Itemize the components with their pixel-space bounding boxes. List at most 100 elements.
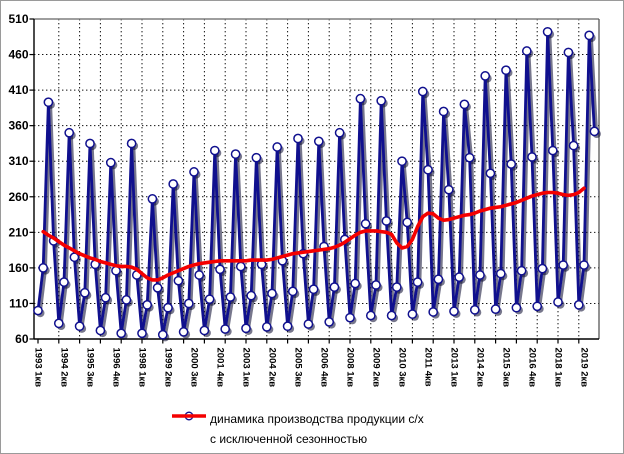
data-point-marker — [261, 322, 272, 332]
data-point-marker — [381, 216, 392, 226]
data-point-marker — [563, 47, 574, 58]
x-tick-label: 2004 2кв — [267, 348, 278, 388]
data-point-marker — [142, 300, 153, 310]
data-point-marker — [584, 30, 595, 41]
data-point-marker — [376, 95, 387, 106]
data-point-marker — [438, 106, 449, 117]
data-point-marker — [433, 274, 444, 285]
data-point-marker — [230, 149, 241, 159]
data-point-marker — [59, 277, 69, 287]
data-point-marker — [532, 301, 543, 312]
data-point-marker — [189, 167, 199, 177]
data-point-marker — [558, 260, 569, 270]
data-point-marker — [105, 157, 116, 168]
data-point-marker — [329, 282, 340, 292]
x-tick-label: 1998 1кв — [137, 348, 148, 388]
data-point-marker — [308, 284, 319, 295]
x-tick-label: 2010 3кв — [397, 348, 408, 388]
data-point-marker — [397, 156, 407, 167]
x-tick-label: 1999 2кв — [163, 348, 174, 388]
data-point-marker — [95, 325, 106, 336]
data-point-marker — [100, 292, 111, 303]
data-point-marker — [417, 86, 428, 97]
data-point-marker — [183, 298, 194, 309]
data-point-marker — [501, 65, 511, 76]
data-point-marker — [53, 318, 64, 329]
data-point-marker — [163, 302, 173, 313]
data-point-marker — [412, 277, 423, 287]
data-point-marker — [235, 261, 246, 272]
data-point-marker — [469, 304, 480, 315]
data-point-marker — [527, 152, 537, 162]
data-point-marker — [199, 325, 210, 336]
x-tick-label: 2000 3кв — [189, 348, 200, 388]
x-tick-label: 2016 4кв — [527, 348, 538, 388]
x-tick-label: 1994 2кв — [59, 348, 70, 388]
data-point-marker — [423, 164, 433, 175]
data-point-marker — [121, 295, 132, 305]
data-point-marker — [282, 321, 293, 332]
data-point-marker — [371, 280, 381, 290]
y-tick-label: 510 — [8, 12, 28, 26]
legend-seasonally-adjusted-label: с исключенной сезонностью — [210, 432, 368, 446]
x-tick-label: 2003 1кв — [241, 348, 252, 388]
data-point-marker — [480, 71, 491, 81]
data-point-marker — [459, 99, 470, 110]
x-tick-label: 2009 2кв — [371, 348, 382, 388]
x-tick-label: 2008 1кв — [345, 348, 356, 388]
x-tick-label: 1996 4кв — [111, 348, 122, 388]
data-point-marker — [157, 329, 168, 340]
data-point-marker — [443, 184, 454, 195]
data-point-marker — [293, 133, 303, 144]
data-point-marker — [589, 126, 600, 137]
data-point-marker — [386, 310, 397, 321]
data-point-marker — [495, 268, 506, 279]
x-tick-label: 2005 3кв — [293, 348, 304, 388]
data-point-marker — [407, 309, 418, 319]
data-point-marker — [516, 265, 527, 276]
data-point-marker — [251, 152, 262, 163]
data-point-marker — [287, 286, 298, 297]
legend-production-label: динамика производства продукции с/х — [210, 412, 424, 426]
data-point-marker — [579, 260, 589, 270]
y-tick-label: 310 — [8, 154, 28, 168]
data-point-marker — [365, 310, 376, 321]
data-point-marker — [345, 312, 355, 323]
legend-item-production: динамика производства продукции с/х — [171, 409, 424, 429]
y-tick-label: 260 — [8, 190, 28, 204]
data-point-marker — [116, 328, 127, 339]
data-point-marker — [204, 294, 215, 305]
data-point-marker — [490, 304, 501, 314]
data-point-marker — [391, 282, 402, 292]
data-point-marker — [428, 307, 439, 317]
data-point-marker — [355, 93, 366, 104]
data-point-marker — [521, 46, 532, 56]
seasonally-adjusted-line — [41, 186, 586, 282]
data-point-marker — [324, 317, 335, 327]
data-point-marker — [454, 272, 465, 282]
y-tick-label: 410 — [8, 83, 28, 97]
data-point-marker — [33, 305, 43, 316]
data-point-marker — [220, 324, 231, 334]
data-point-marker — [568, 140, 579, 151]
data-point-marker — [573, 300, 584, 310]
x-tick-label: 1993 1кв — [33, 348, 44, 388]
data-point-marker — [542, 26, 553, 37]
data-point-marker — [464, 152, 475, 163]
y-tick-label: 460 — [8, 48, 28, 62]
data-point-marker — [241, 323, 251, 334]
data-point-marker — [38, 263, 49, 273]
data-point-marker — [85, 138, 95, 149]
legend: динамика производства продукции с/х с ис… — [171, 409, 424, 449]
data-point-marker — [215, 264, 225, 275]
y-tick-label: 110 — [9, 296, 29, 310]
data-point-marker — [147, 194, 158, 204]
data-point-marker — [79, 287, 90, 298]
data-point-marker — [267, 288, 277, 299]
y-tick-label: 210 — [8, 225, 28, 239]
data-point-marker — [402, 217, 413, 228]
data-point-marker — [537, 263, 548, 274]
data-point-marker — [246, 290, 257, 301]
data-point-marker — [334, 127, 345, 138]
